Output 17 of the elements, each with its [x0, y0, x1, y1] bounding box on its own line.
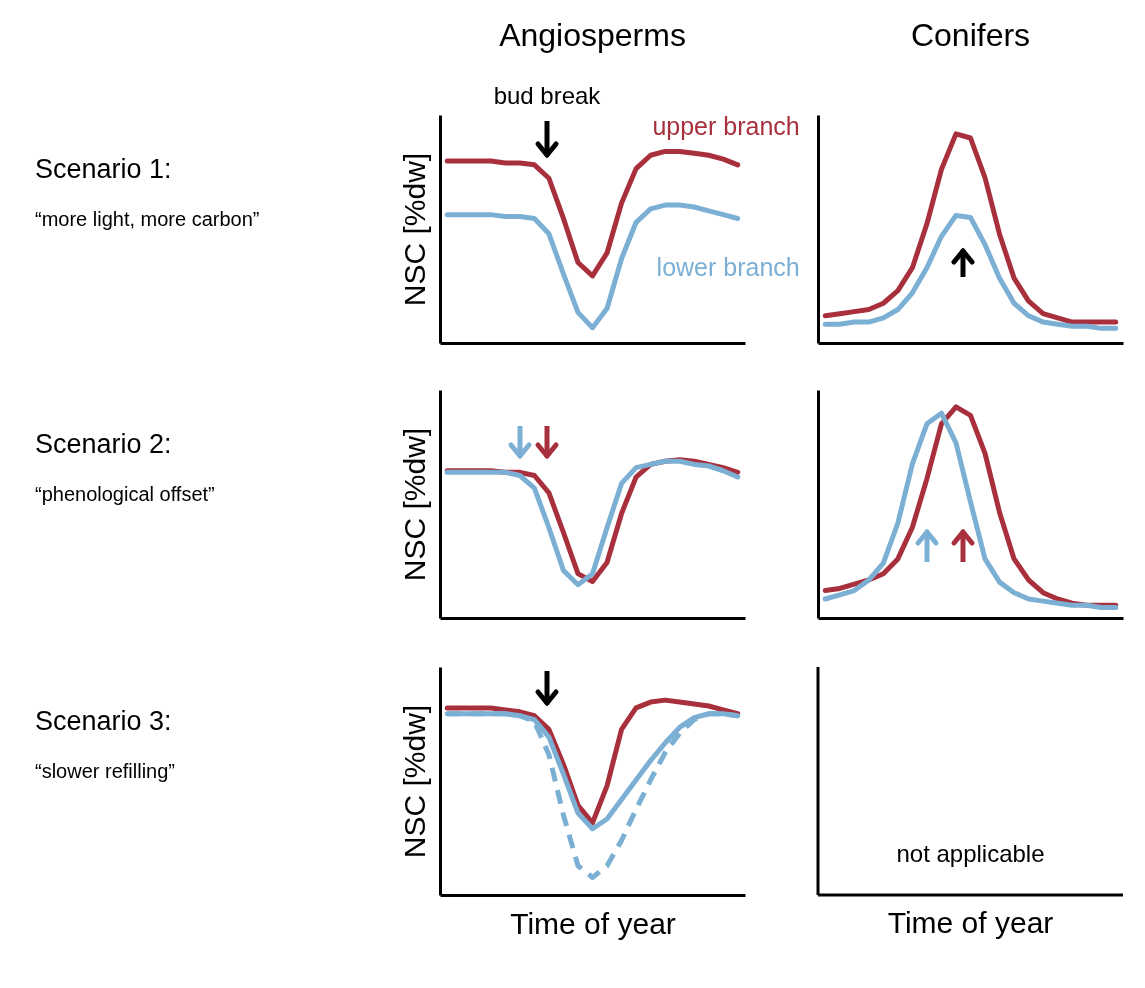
text: Scenario 2:	[35, 429, 172, 459]
series-label: upper branch	[652, 111, 800, 140]
text: Scenario 3:	[35, 706, 172, 736]
y-axis-title: NSC [%dw]	[397, 704, 431, 859]
text: Time of year	[887, 906, 1054, 939]
text: “slower refilling”	[35, 760, 176, 782]
text: not applicable	[896, 840, 1045, 867]
text: “phenological offset”	[35, 483, 215, 505]
chart-title: Conifers	[910, 17, 1031, 53]
series-label: lower branch	[656, 253, 800, 282]
x-axis-title: Time of year	[510, 906, 676, 940]
chart-title: Angiosperms	[499, 17, 686, 53]
text: Scenario 1:	[35, 154, 172, 184]
y-axis-title: NSC [%dw]	[397, 152, 431, 307]
text: bud break	[493, 82, 602, 109]
y-axis-title: NSC [%dw]	[397, 427, 431, 582]
text: “more light, more carbon”	[35, 208, 260, 230]
